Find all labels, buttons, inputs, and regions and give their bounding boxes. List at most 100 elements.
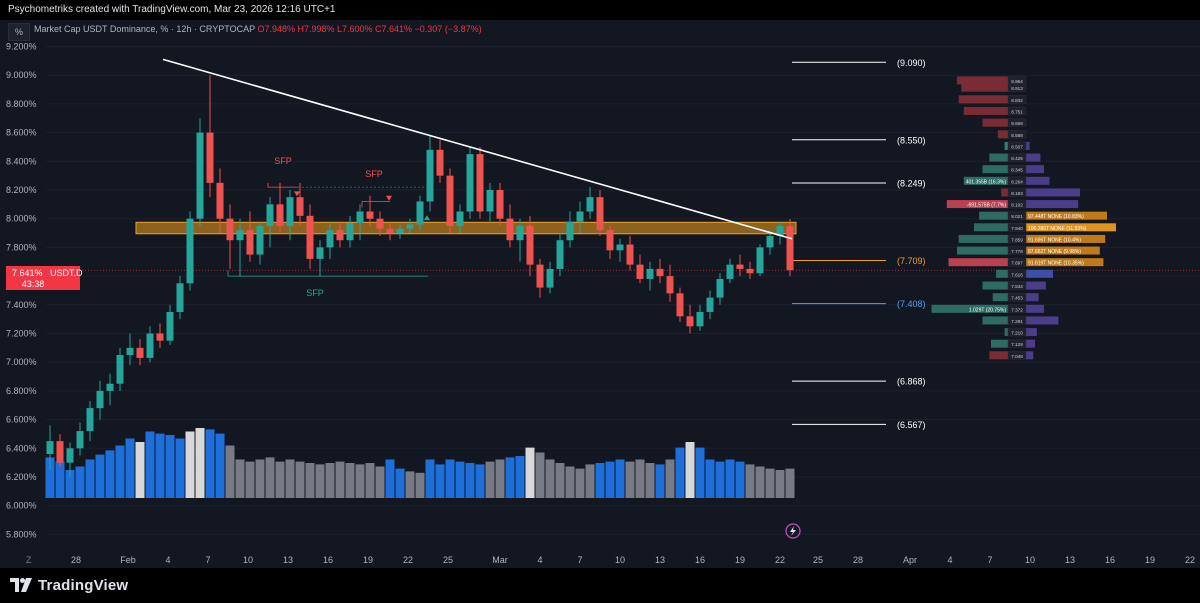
volume-bar xyxy=(645,463,655,498)
volume-profile-price: 8.751 xyxy=(1011,109,1023,114)
volume-profile-bar xyxy=(1026,316,1059,325)
x-tick-label: 16 xyxy=(323,555,333,565)
sfp-annotation: SFP xyxy=(365,169,383,179)
last-price-tag: 7.641% USDT.D 43:38 xyxy=(6,266,83,290)
volume-bar xyxy=(305,463,315,498)
chart-header: Psychometriks created with TradingView.c… xyxy=(0,0,1200,20)
last-price-symbol: USDT.D xyxy=(50,268,83,278)
volume-bar xyxy=(715,461,725,498)
y-tick-label: 8.600% xyxy=(6,128,37,138)
y-tick-label: 7.200% xyxy=(6,329,37,339)
scale-mode-button[interactable]: % xyxy=(8,23,30,41)
volume-bar xyxy=(635,459,645,498)
x-tick-label: 19 xyxy=(1145,555,1155,565)
volume-profile-price: 8.507 xyxy=(1011,144,1023,149)
candle-body xyxy=(716,278,724,298)
volume-profile-price: 8.913 xyxy=(1011,86,1023,91)
volume-bar xyxy=(655,464,665,498)
volume-bar xyxy=(625,461,635,498)
y-tick-label: 8.400% xyxy=(6,156,37,166)
volume-profile-bar xyxy=(1026,176,1050,185)
candle-body xyxy=(476,154,484,212)
candle-body xyxy=(346,223,354,241)
volume-bar xyxy=(95,454,105,498)
bar-countdown: 43:38 xyxy=(21,279,45,289)
volume-profile-price-cell xyxy=(1007,292,1027,302)
volume-profile-price-cell xyxy=(1007,246,1027,255)
volume-profile-bar xyxy=(1026,211,1107,220)
volume-bar xyxy=(235,459,245,498)
fib-level-label: (8.550) xyxy=(897,135,926,145)
volume-bar xyxy=(775,470,785,498)
candle-body xyxy=(156,333,164,341)
chart-canvas[interactable]: (9.090) (8.550) (8.249) (7.709) (7.408) (6.86… xyxy=(0,20,1200,568)
volume-profile-price-cell xyxy=(1007,95,1027,104)
volume-profile-label: 106.286T NONE (11.93%) xyxy=(1028,226,1087,232)
volume-profile-bar xyxy=(1026,141,1030,150)
x-tick-label: 19 xyxy=(735,555,745,565)
candle-body xyxy=(336,230,344,241)
volume-profile-price: 7.291 xyxy=(1011,319,1023,324)
volume-profile-price-cell xyxy=(1007,106,1027,116)
x-tick-label: 25 xyxy=(813,555,823,565)
tradingview-logo[interactable]: TradingView xyxy=(10,574,128,596)
y-tick-label: 5.800% xyxy=(6,529,37,539)
candle-body xyxy=(566,221,574,241)
candle-body xyxy=(316,247,324,259)
volume-profile-bar xyxy=(1026,223,1116,232)
volume-profile-price-cell xyxy=(1007,339,1027,348)
volume-profile-price-cell xyxy=(1007,257,1027,267)
volume-profile-price: 8.021 xyxy=(1011,214,1023,219)
x-tick-label: 28 xyxy=(853,555,863,565)
volume-profile-bar xyxy=(1026,304,1044,313)
volume-profile-bar xyxy=(989,153,1008,162)
candle-body xyxy=(676,293,684,317)
y-tick-label: 8.800% xyxy=(6,99,37,109)
x-tick-label: 28 xyxy=(71,555,81,565)
volume-profile-price-cell xyxy=(1007,83,1027,92)
footer: TradingView xyxy=(0,568,1200,603)
legend-ohlc: O7.948% H7.998% L7.600% C7.641% −0.307 (… xyxy=(257,24,482,34)
volume-profile-label: 91.695T NONE (10.4%) xyxy=(1028,237,1081,243)
volume-bar xyxy=(355,464,365,498)
candle-body xyxy=(616,244,624,251)
x-tick-label: 13 xyxy=(283,555,293,565)
volume-profile-bar xyxy=(996,269,1008,278)
volume-profile-label: 1.029T (20.75%) xyxy=(969,307,1006,313)
volume-profile-price-cell xyxy=(1007,316,1027,325)
volume-profile-bar xyxy=(1026,351,1034,360)
y-tick-label: 6.600% xyxy=(6,415,37,425)
volume-profile-bar xyxy=(1026,246,1100,255)
volume-bar xyxy=(45,457,55,498)
volume-bar xyxy=(255,459,265,498)
volume-bar xyxy=(425,459,435,498)
chart-legend: Market Cap USDT Dominance, % · 12h · CRY… xyxy=(34,24,482,34)
candle-body xyxy=(496,190,504,219)
volume-bar xyxy=(205,429,215,498)
chart-area[interactable]: (9.090) (8.550) (8.249) (7.709) (7.408) (6.86… xyxy=(0,20,1200,568)
volume-bar xyxy=(585,464,595,498)
lightning-icon xyxy=(785,523,801,539)
candle-body xyxy=(416,201,424,225)
fib-level-label: (6.868) xyxy=(897,377,926,387)
volume-bar xyxy=(385,459,395,498)
volume-bar xyxy=(225,445,235,498)
volume-bar xyxy=(555,463,565,498)
candle-body xyxy=(436,149,444,176)
tradingview-wordmark: TradingView xyxy=(38,576,129,594)
candle-body xyxy=(356,211,364,224)
volume-profile-bar xyxy=(948,258,1008,267)
volume-bar xyxy=(75,466,85,498)
candle-body xyxy=(166,311,174,341)
candle-body xyxy=(646,268,654,279)
volume-profile-bar xyxy=(946,200,1008,209)
x-tick-label: 4 xyxy=(537,555,542,565)
candle-body xyxy=(506,218,514,241)
candle-body xyxy=(326,230,334,248)
volume-bar xyxy=(485,461,495,498)
volume-bar xyxy=(165,435,175,498)
y-tick-label: 6.200% xyxy=(6,472,37,482)
x-tick-label: 13 xyxy=(1065,555,1075,565)
volume-profile-price-cell xyxy=(1007,281,1027,290)
volume-bar xyxy=(275,461,285,498)
